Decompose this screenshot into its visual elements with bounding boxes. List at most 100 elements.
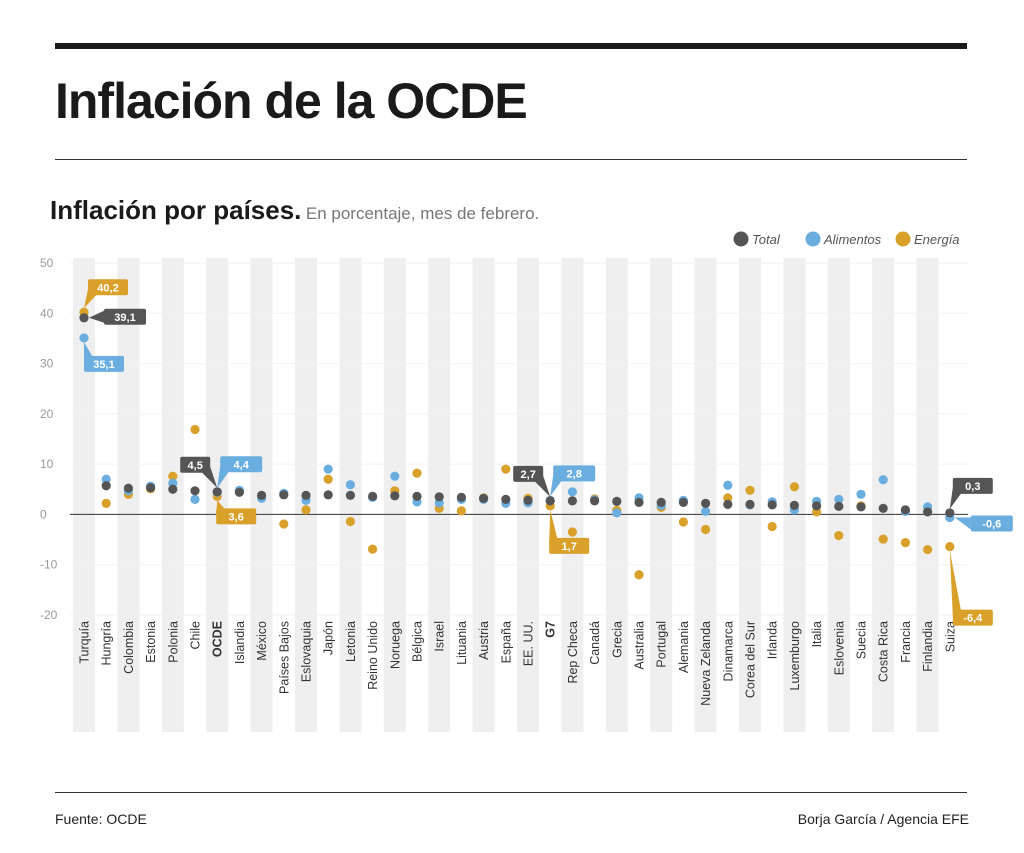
legend-item-total: Total — [733, 231, 781, 247]
point-total-finlandia — [923, 507, 933, 517]
column-stripe — [872, 258, 895, 732]
callout-pointer — [954, 517, 971, 530]
point-energia-polonia — [168, 471, 178, 481]
point-energia-eslovenia — [834, 530, 844, 541]
x-tick-label-irlanda: Irlanda — [766, 621, 780, 659]
point-energia-belgica — [412, 468, 422, 478]
point-alimentos-japon — [323, 464, 333, 474]
x-tick-label-portugal: Portugal — [655, 621, 669, 668]
callout-label: 2,8 — [567, 468, 582, 480]
title-divider — [55, 159, 967, 160]
callout-label: 4,4 — [234, 459, 250, 471]
x-tick-label-rep-checa: Rep Checa — [566, 621, 580, 684]
point-energia-suiza — [945, 542, 955, 552]
point-energia-espana — [501, 464, 511, 474]
point-energia-finlandia — [923, 545, 933, 555]
x-tick-label-lituania: Lituania — [455, 621, 469, 665]
point-total-corea-del-sur — [745, 499, 755, 509]
point-total-italia — [812, 501, 822, 511]
legend: Total Alimentos Energía — [733, 231, 960, 247]
point-alimentos-dinamarca — [723, 480, 733, 490]
x-tick-label-chile: Chile — [189, 621, 203, 650]
callout-box — [952, 609, 993, 626]
point-energia-chile — [190, 424, 200, 435]
x-tick-label-costa-rica: Costa Rica — [877, 621, 891, 682]
point-energia-eslovaquia — [301, 505, 311, 515]
column-stripe — [739, 258, 761, 732]
callout-box — [88, 279, 128, 296]
callout-box — [549, 537, 590, 554]
point-total-suiza — [945, 508, 955, 518]
inflation-dot-chart: 50 40 30 20 10 0 -10 -20 Turquía Hungría Colombia E… — [40, 231, 1013, 732]
point-alimentos-letonia — [345, 480, 355, 490]
point-total-luxemburgo — [789, 500, 800, 510]
x-tick-label-g7: G7 — [544, 621, 558, 638]
point-energia-rep-checa — [567, 527, 578, 537]
callout-pointer — [549, 509, 558, 544]
legend-swatch — [895, 231, 911, 247]
y-tick-label: -10 — [40, 558, 58, 572]
point-alimentos-noruega — [390, 471, 400, 481]
x-tick-label-belgica: Bélgica — [411, 621, 425, 662]
point-alimentos-rep-checa — [567, 487, 578, 497]
x-tick-label-nueva-zelanda: Nueva Zelanda — [699, 621, 713, 706]
point-total-estonia — [146, 483, 156, 493]
point-total-g7 — [545, 496, 555, 506]
callout-box — [970, 515, 1013, 532]
point-total-japon — [323, 490, 333, 500]
credit-note: Borja García / Agencia EFE — [797, 811, 969, 827]
point-alimentos-costa-rica — [878, 475, 888, 485]
callout-box — [216, 508, 257, 525]
callout-suiza-alimentos: -0,6 — [954, 515, 1013, 532]
callout-label: 3,6 — [229, 511, 244, 523]
x-tick-label-turquia: Turquía — [78, 621, 92, 664]
callout-box — [952, 477, 993, 494]
point-total-chile — [190, 486, 200, 496]
point-total-belgica — [412, 491, 422, 501]
x-tick-label-australia: Australia — [633, 621, 647, 670]
x-tick-label-francia: Francia — [899, 621, 913, 663]
series-total — [79, 313, 955, 518]
callout-box — [180, 456, 211, 473]
x-tick-label-ee-uu: EE. UU. — [522, 621, 536, 666]
callout-pointer — [949, 550, 961, 616]
callout-label: -6,4 — [963, 613, 983, 625]
legend-item-alimentos: Alimentos — [805, 231, 882, 247]
point-total-paises-bajos — [279, 490, 289, 500]
point-total-turquia — [79, 313, 89, 323]
x-tick-label-polonia: Polonia — [166, 621, 180, 663]
callout-label: 2,7 — [521, 469, 536, 481]
point-alimentos-turquia — [79, 333, 89, 343]
x-tick-label-espana: España — [499, 621, 513, 663]
x-tick-label-dinamarca: Dinamarca — [721, 621, 735, 681]
point-energia-hungria — [101, 498, 111, 508]
point-total-suecia — [856, 502, 866, 512]
point-total-noruega — [390, 491, 400, 501]
callout-label: 1,7 — [562, 541, 577, 553]
callout-turquia-alimentos: 35,1 — [84, 341, 124, 372]
x-tick-label-colombia: Colombia — [122, 621, 136, 674]
x-tick-label-mexico: México — [255, 621, 269, 661]
point-total-reino-unido — [368, 491, 378, 501]
x-tick-label-italia: Italia — [810, 621, 824, 647]
point-energia-japon — [323, 474, 333, 484]
point-total-alemania — [678, 497, 689, 507]
column-stripe — [783, 258, 806, 732]
point-total-irlanda — [767, 500, 777, 510]
callout-g7-total: 2,7 — [513, 465, 551, 497]
x-tick-label-canada: Canadá — [588, 621, 602, 665]
chart-subtitle-bold: Inflación por países. — [50, 195, 302, 225]
x-tick-label-eslovaquia: Eslovaquia — [300, 621, 314, 682]
point-energia-lituania — [456, 506, 466, 516]
callout-turquia-total: 39,1 — [89, 308, 146, 325]
legend-label: Energía — [914, 232, 960, 247]
point-total-colombia — [123, 483, 133, 493]
y-tick-label: -20 — [40, 608, 58, 622]
x-tick-label-suiza: Suiza — [943, 621, 957, 652]
point-total-grecia — [612, 496, 622, 506]
point-energia-dinamarca — [723, 493, 733, 503]
x-tick-label-paises-bajos: Países Bajos — [277, 621, 291, 694]
x-tick-label-corea-del-sur: Corea del Sur — [744, 621, 758, 698]
point-alimentos-suecia — [856, 489, 866, 499]
x-tick-label-ocde: OCDE — [211, 621, 225, 657]
